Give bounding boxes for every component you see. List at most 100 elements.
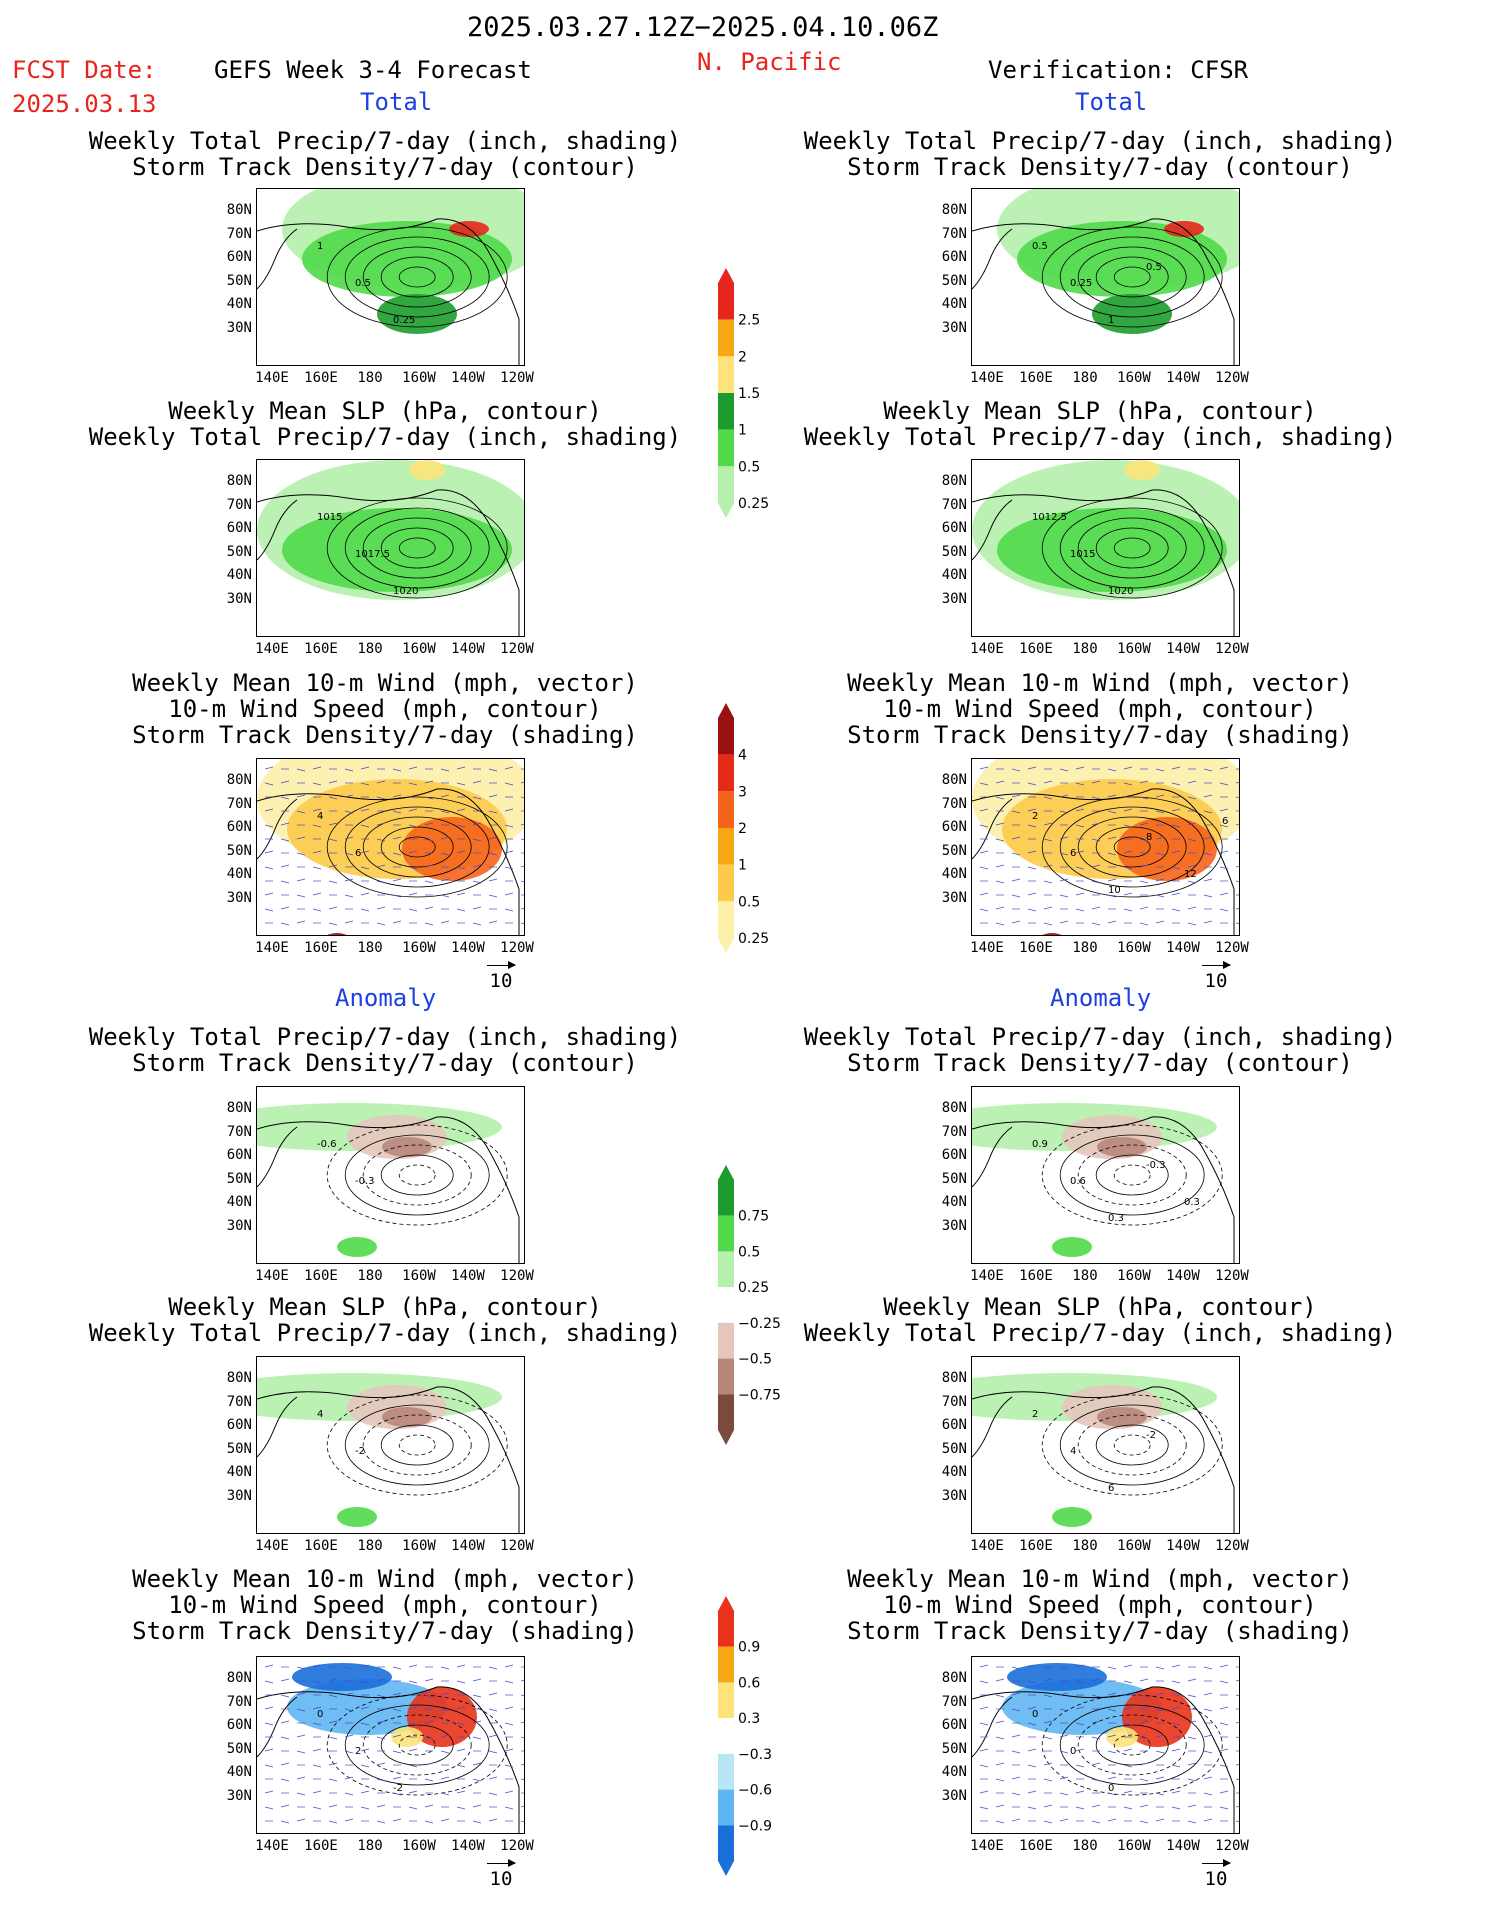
wind-vector	[280, 880, 290, 884]
lon-tick-label: 120W	[500, 940, 534, 956]
wind-vector	[280, 1736, 290, 1740]
colorbar-segment	[718, 1718, 734, 1754]
contour-label: -0.3	[1146, 1160, 1166, 1171]
coastline	[972, 1696, 1013, 1758]
wind-vector	[1155, 1750, 1165, 1754]
lon-tick-label: 140E	[255, 641, 289, 657]
contour-line	[380, 1154, 454, 1196]
wind-vector	[360, 766, 370, 770]
wind-vector	[995, 780, 1005, 784]
wind-vector	[1011, 1734, 1021, 1738]
wind-vector	[1171, 782, 1181, 786]
wind-vector	[392, 878, 402, 882]
wind-vector	[344, 920, 354, 924]
lat-tick-label: 60N	[226, 520, 252, 536]
contour-label: 1	[317, 241, 323, 252]
wind-vector	[1187, 1736, 1197, 1740]
wind-vector	[1155, 810, 1165, 814]
wind-vector	[1171, 1806, 1181, 1810]
wind-vector	[440, 920, 450, 924]
wind-vector	[408, 808, 418, 812]
wind-vector	[1075, 1706, 1085, 1710]
wind-vector	[1107, 810, 1117, 814]
wind-vector	[376, 880, 386, 884]
colorbar-segment	[718, 1825, 734, 1861]
wind-vector	[472, 1720, 482, 1724]
wind-vector	[344, 810, 354, 814]
wind-vector	[440, 1734, 450, 1738]
wind-vector	[376, 864, 386, 868]
wind-vector	[520, 922, 524, 925]
map-panel: 1015 1017.5 1020	[256, 459, 525, 637]
wind-vector	[424, 1778, 434, 1782]
wind-vector	[1171, 824, 1181, 828]
wind-vector	[1107, 1708, 1117, 1712]
wind-vector	[1203, 1692, 1213, 1696]
wind-vector	[1155, 1818, 1165, 1822]
colorbar-segment	[718, 1611, 734, 1647]
colorbar-segment	[718, 1358, 734, 1395]
wind-vector	[1155, 1734, 1165, 1738]
wind-vector	[344, 1708, 354, 1712]
wind-vector	[1123, 866, 1133, 870]
wind-vector	[392, 1692, 402, 1696]
fcst-date-label: FCST Date:	[12, 56, 157, 84]
shading-blob	[1052, 1237, 1092, 1257]
map-panel: 2 4 6 -2	[971, 1356, 1240, 1534]
wind-vector	[488, 1666, 498, 1670]
wind-vector	[1219, 1790, 1229, 1794]
wind-vector	[392, 810, 402, 814]
lon-tick-label: 120W	[1215, 940, 1249, 956]
lat-tick-label: 50N	[226, 1170, 252, 1187]
wind-vector	[1235, 1820, 1239, 1823]
lon-tick-label: 140W	[1166, 1268, 1200, 1284]
contour-label: 0.6	[1070, 1176, 1086, 1187]
wind-vector	[979, 1764, 989, 1768]
wind-vector	[360, 1664, 370, 1668]
lon-tick-label: 120W	[500, 1838, 534, 1854]
colorbar-label: 1	[738, 423, 747, 439]
lon-tick-label: 160W	[402, 370, 436, 386]
contour-line	[1041, 1694, 1223, 1796]
wind-vector	[344, 1692, 354, 1696]
lat-tick-label: 50N	[941, 842, 967, 859]
wind-vector	[520, 1763, 524, 1766]
wind-vector	[1059, 1708, 1069, 1712]
wind-vector	[1059, 920, 1069, 924]
contour-label: 0.5	[1032, 241, 1048, 252]
wind-vector	[1011, 768, 1021, 772]
wind-vector	[1027, 766, 1037, 770]
wind-vector	[1011, 794, 1021, 798]
colorbar-canvas: 4 3 2 1 0.5 0.25	[718, 703, 769, 953]
wind-vector	[1011, 920, 1021, 924]
wind-vector	[1219, 892, 1229, 896]
wind-vector	[1219, 1748, 1229, 1752]
lon-tick-label: 140E	[255, 370, 289, 386]
wind-vector	[995, 1694, 1005, 1698]
wind-vector	[296, 894, 306, 898]
colorbar-segment	[718, 1682, 734, 1719]
lat-tick-label: 30N	[226, 889, 252, 906]
wind-vector	[264, 1748, 274, 1752]
wind-vector	[1091, 1804, 1101, 1808]
wind-vector	[1219, 824, 1229, 828]
wind-vector	[995, 796, 1005, 800]
lat-tick-label: 80N	[941, 202, 967, 218]
wind-vector	[360, 1764, 370, 1768]
wind-vector	[296, 1666, 306, 1670]
contour-label: 4	[1070, 1446, 1076, 1457]
colorbar-segment	[718, 356, 734, 393]
wind-vector	[1235, 880, 1239, 883]
lat-tick-label: 50N	[941, 272, 967, 289]
map-canvas: -0.6 -0.3	[257, 1103, 520, 1263]
wind-vector	[488, 794, 498, 798]
wind-vector	[456, 908, 466, 912]
wind-vector	[1155, 920, 1165, 924]
wind-vector	[392, 1818, 402, 1822]
lat-tick-label: 70N	[226, 1693, 252, 1710]
lon-tick-label: 140W	[1166, 641, 1200, 657]
wind-vector	[280, 822, 290, 826]
lat-tick-label: 60N	[941, 249, 967, 265]
lat-tick-label: 40N	[941, 1194, 967, 1210]
wind-vector	[520, 796, 524, 799]
